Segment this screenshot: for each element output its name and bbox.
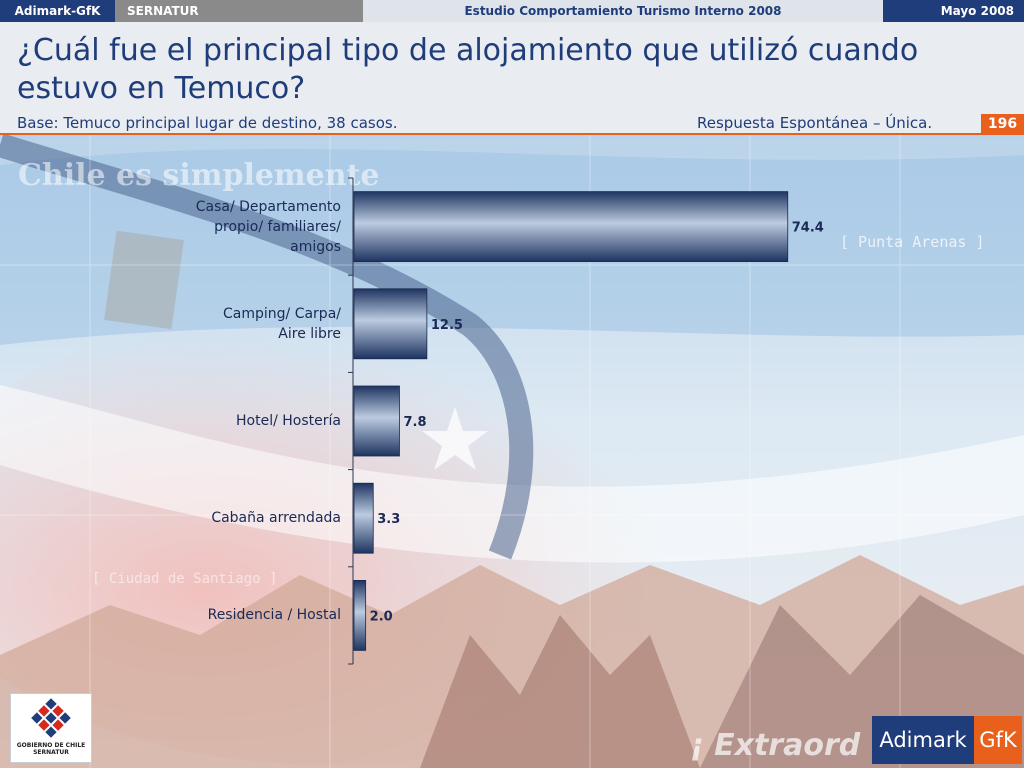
bar <box>353 191 789 263</box>
bar <box>353 482 374 554</box>
gfk-wordmark: GfK <box>974 716 1022 764</box>
page-number-badge: 196 <box>981 114 1024 134</box>
response-type-note: Respuesta Espontánea – Única. <box>697 114 933 132</box>
watermark-extraordinario: ¡ Extraord <box>690 728 861 763</box>
title-block: ¿Cuál fue el principal tipo de alojamien… <box>0 22 1024 134</box>
gobierno-de-chile-logo: GOBIERNO DE CHILE SERNATUR <box>10 693 92 763</box>
data-label: 7.8 <box>403 415 426 430</box>
category-label: Camping/ Carpa/ Aire libre <box>223 305 341 342</box>
category-label: Residencia / Hostal <box>207 607 341 624</box>
category-label: Casa/ Departamento propio/ familiares/ a… <box>195 198 341 255</box>
watermark-santiago: [ Ciudad de Santiago ] <box>92 571 277 587</box>
slide-title: ¿Cuál fue el principal tipo de alojamien… <box>17 33 919 106</box>
data-label: 2.0 <box>370 609 393 624</box>
adimark-wordmark: Adimark <box>872 716 974 764</box>
watermark-chile: Chile es simplemente <box>18 158 380 193</box>
title-divider <box>0 133 1024 135</box>
gov-logo-text: GOBIERNO DE CHILE SERNATUR <box>16 742 86 756</box>
study-title: Estudio Comportamiento Turismo Interno 2… <box>363 0 883 22</box>
header-bar: Adimark-GfK SERNATUR Estudio Comportamie… <box>0 0 1024 22</box>
category-label: Cabaña arrendada <box>211 510 341 527</box>
adimark-gfk-logo: Adimark GfK <box>872 716 1022 764</box>
data-label: 12.5 <box>431 318 463 333</box>
base-note: Base: Temuco principal lugar de destino,… <box>17 114 398 132</box>
watermark-punta-arenas: [ Punta Arenas ] <box>840 233 985 251</box>
bar <box>353 580 367 651</box>
bar <box>353 288 428 360</box>
data-label: 3.3 <box>377 512 400 527</box>
bar <box>353 385 400 457</box>
brand-label: Adimark-GfK <box>0 0 115 22</box>
category-label: Hotel/ Hostería <box>236 413 341 429</box>
date-label: Mayo 2008 <box>883 0 1024 22</box>
gov-emblem-icon <box>31 698 71 738</box>
client-label: SERNATUR <box>115 0 363 22</box>
data-label: 74.4 <box>792 221 824 236</box>
